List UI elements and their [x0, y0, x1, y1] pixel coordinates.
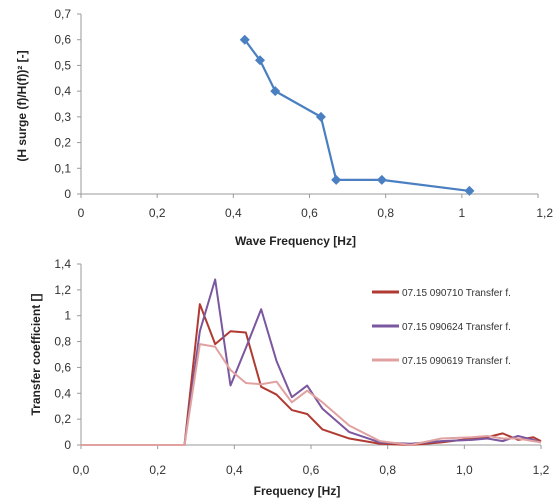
y-tick-label: 0: [64, 187, 71, 201]
data-point-marker: [270, 86, 281, 97]
x-tick-label: 0,4: [225, 206, 242, 220]
y-tick-label: 0,7: [54, 7, 71, 21]
legend-entry: 07.15 090710 Transfer f.: [402, 288, 511, 299]
y-tick-label: 0,6: [54, 33, 71, 47]
y-tick-label: 0,4: [54, 386, 71, 400]
y-tick-label: 1: [64, 309, 71, 323]
x-tick-label: 0: [78, 206, 85, 220]
y-axis-label: (H surge (f)/H(f))² [-]: [15, 50, 29, 161]
data-point-marker: [376, 174, 387, 185]
x-tick-label: 0,0: [73, 463, 90, 477]
chart-2: [77, 263, 542, 449]
x-tick-label: 1: [458, 206, 465, 220]
y-tick-label: 0,1: [54, 161, 71, 175]
x-tick-label: 0,6: [301, 206, 318, 220]
y-tick-label: 0,2: [54, 136, 71, 150]
series-line-1: [81, 303, 542, 446]
y-tick-label: 0,4: [54, 84, 71, 98]
series-line-3: [81, 343, 542, 446]
y-tick-label: 0,8: [54, 335, 71, 349]
legend-entry: 07.15 090619 Transfer f.: [402, 356, 511, 367]
series-line-2: [81, 278, 542, 446]
y-tick-label: 0,2: [54, 412, 71, 426]
y-tick-label: 0,5: [54, 58, 71, 72]
x-tick-label: 0,4: [226, 463, 243, 477]
y-tick-label: 1,4: [54, 257, 71, 271]
data-point-marker: [239, 34, 250, 45]
x-axis-label: Frequency [Hz]: [254, 484, 341, 498]
data-point-marker: [331, 174, 342, 185]
data-point-marker: [315, 111, 326, 122]
x-axis-label: Wave Frequency [Hz]: [235, 234, 356, 248]
data-point-marker: [254, 55, 265, 66]
y-tick-label: 1,2: [54, 283, 71, 297]
y-tick-label: 0: [64, 438, 71, 452]
x-tick-label: 0,8: [377, 206, 394, 220]
chart-1: [77, 13, 539, 198]
data-point-marker: [464, 185, 475, 196]
x-tick-label: 0,6: [303, 463, 320, 477]
x-tick-label: 1,0: [456, 463, 473, 477]
x-tick-label: 1,2: [533, 463, 550, 477]
x-tick-label: 0,2: [149, 206, 166, 220]
x-tick-label: 0,2: [149, 463, 166, 477]
y-tick-label: 0,6: [54, 360, 71, 374]
y-tick-label: 0,3: [54, 110, 71, 124]
legend-entry: 07.15 090624 Transfer f.: [402, 322, 511, 333]
series-line: [243, 39, 470, 193]
x-tick-label: 1,2: [536, 206, 553, 220]
x-tick-label: 0,8: [379, 463, 396, 477]
y-axis-label: Transfer coefficient []: [29, 293, 43, 415]
